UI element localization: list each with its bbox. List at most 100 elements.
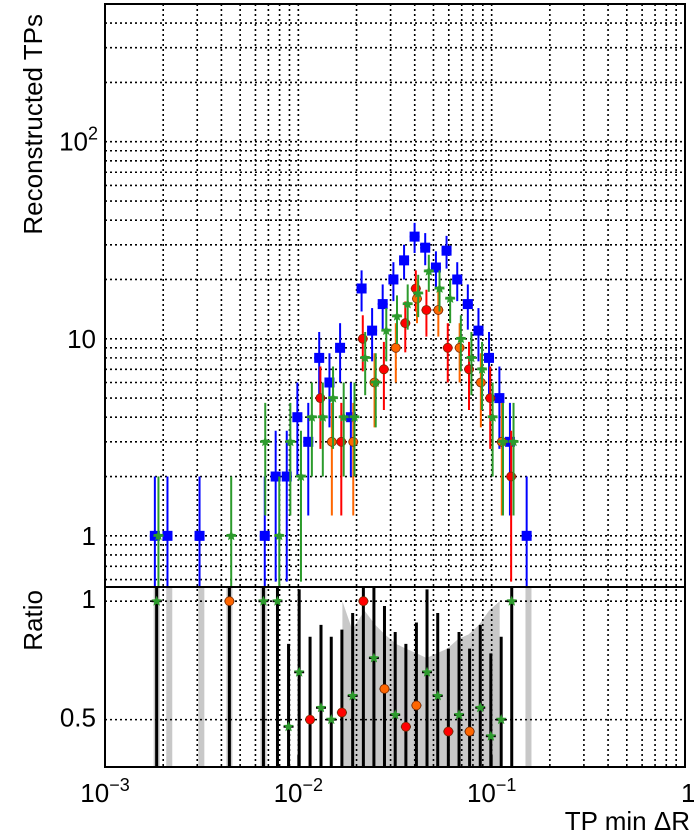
data-point <box>379 683 390 694</box>
data-point <box>258 595 269 606</box>
data-point <box>391 310 403 321</box>
data-point <box>281 471 292 482</box>
series-1 <box>315 270 517 582</box>
data-point <box>272 595 283 606</box>
data-point <box>326 436 337 447</box>
data-point <box>434 283 445 293</box>
data-point <box>462 299 473 310</box>
data-point <box>497 436 509 447</box>
data-point <box>306 411 318 422</box>
data-point <box>433 305 444 315</box>
ratio-y-tick-label: 1 <box>82 584 96 614</box>
data-point <box>476 363 488 374</box>
data-point <box>315 702 327 713</box>
data-point <box>377 299 388 310</box>
data-point <box>151 595 162 606</box>
data-point <box>399 255 410 266</box>
data-point <box>336 707 347 718</box>
data-point <box>292 412 303 423</box>
data-point <box>335 342 346 353</box>
data-point <box>295 471 307 481</box>
ratio-y-tick-label: 0.5 <box>60 703 96 733</box>
data-point <box>430 262 441 273</box>
data-point <box>162 530 173 541</box>
data-point <box>508 436 519 447</box>
data-point <box>378 364 389 375</box>
data-point <box>464 726 475 737</box>
series-3 <box>153 254 519 587</box>
data-point <box>381 325 392 336</box>
data-point <box>303 436 314 447</box>
data-point <box>324 377 335 388</box>
ratio-band <box>342 601 500 767</box>
ratio-band-bar <box>198 587 205 767</box>
data-point <box>442 342 453 353</box>
data-point <box>475 377 486 388</box>
data-point <box>494 393 505 404</box>
data-point <box>475 702 486 713</box>
data-point <box>260 436 271 447</box>
x-tick-label: 10−2 <box>274 775 323 808</box>
data-point <box>485 730 497 741</box>
data-point <box>484 352 495 363</box>
data-point <box>453 709 465 720</box>
axis-labels: 1 10 102 0.5 1 10−3 10−2 10−1 1 <box>59 124 694 808</box>
data-point <box>390 709 401 720</box>
y-axis-title-ratio: Ratio <box>18 590 48 651</box>
data-point <box>413 287 424 298</box>
data-point <box>194 530 205 541</box>
data-point <box>441 245 452 256</box>
series-2 <box>326 279 507 516</box>
data-point <box>473 325 484 336</box>
data-point <box>326 714 337 725</box>
data-point <box>283 721 294 732</box>
y-tick-label: 102 <box>59 124 98 157</box>
x-tick-label: 10−3 <box>80 775 129 808</box>
data-marks <box>149 222 532 767</box>
y-tick-label: 10 <box>67 324 96 354</box>
data-point <box>347 690 358 701</box>
data-point <box>421 666 433 677</box>
data-point <box>153 530 164 541</box>
data-point <box>454 342 465 353</box>
data-point <box>314 352 325 363</box>
ratio-band-bar <box>525 587 532 767</box>
ratio-band-bar <box>166 587 173 767</box>
data-point <box>409 231 420 242</box>
data-point <box>455 333 467 344</box>
data-point <box>443 726 454 737</box>
data-point <box>521 530 532 541</box>
data-point <box>390 342 401 353</box>
data-point <box>327 392 339 403</box>
data-point <box>420 242 431 253</box>
axes-frame <box>104 3 686 768</box>
data-point <box>270 471 281 482</box>
top-frame <box>104 3 686 588</box>
data-point <box>274 530 285 541</box>
data-point <box>370 377 381 387</box>
data-point <box>402 298 413 309</box>
data-point <box>432 690 443 701</box>
x-axis-title: TP min ΔR <box>565 806 690 836</box>
data-point <box>224 596 235 607</box>
data-point <box>348 436 359 447</box>
data-point <box>226 530 237 541</box>
data-point <box>349 411 360 422</box>
data-point <box>368 652 380 663</box>
x-tick-label: 10−1 <box>467 775 516 808</box>
data-point <box>356 283 367 294</box>
ratio-frame <box>104 586 686 768</box>
data-point <box>400 721 411 732</box>
data-point <box>338 411 349 422</box>
data-point <box>293 666 305 677</box>
data-point <box>421 305 432 315</box>
data-point <box>487 411 498 422</box>
data-point <box>285 436 296 447</box>
data-point <box>360 352 371 363</box>
data-point <box>496 714 507 725</box>
x-tick-label: 1 <box>681 778 694 808</box>
data-point <box>466 352 477 363</box>
data-point <box>388 274 399 285</box>
data-point <box>259 530 270 541</box>
data-point <box>423 265 434 276</box>
